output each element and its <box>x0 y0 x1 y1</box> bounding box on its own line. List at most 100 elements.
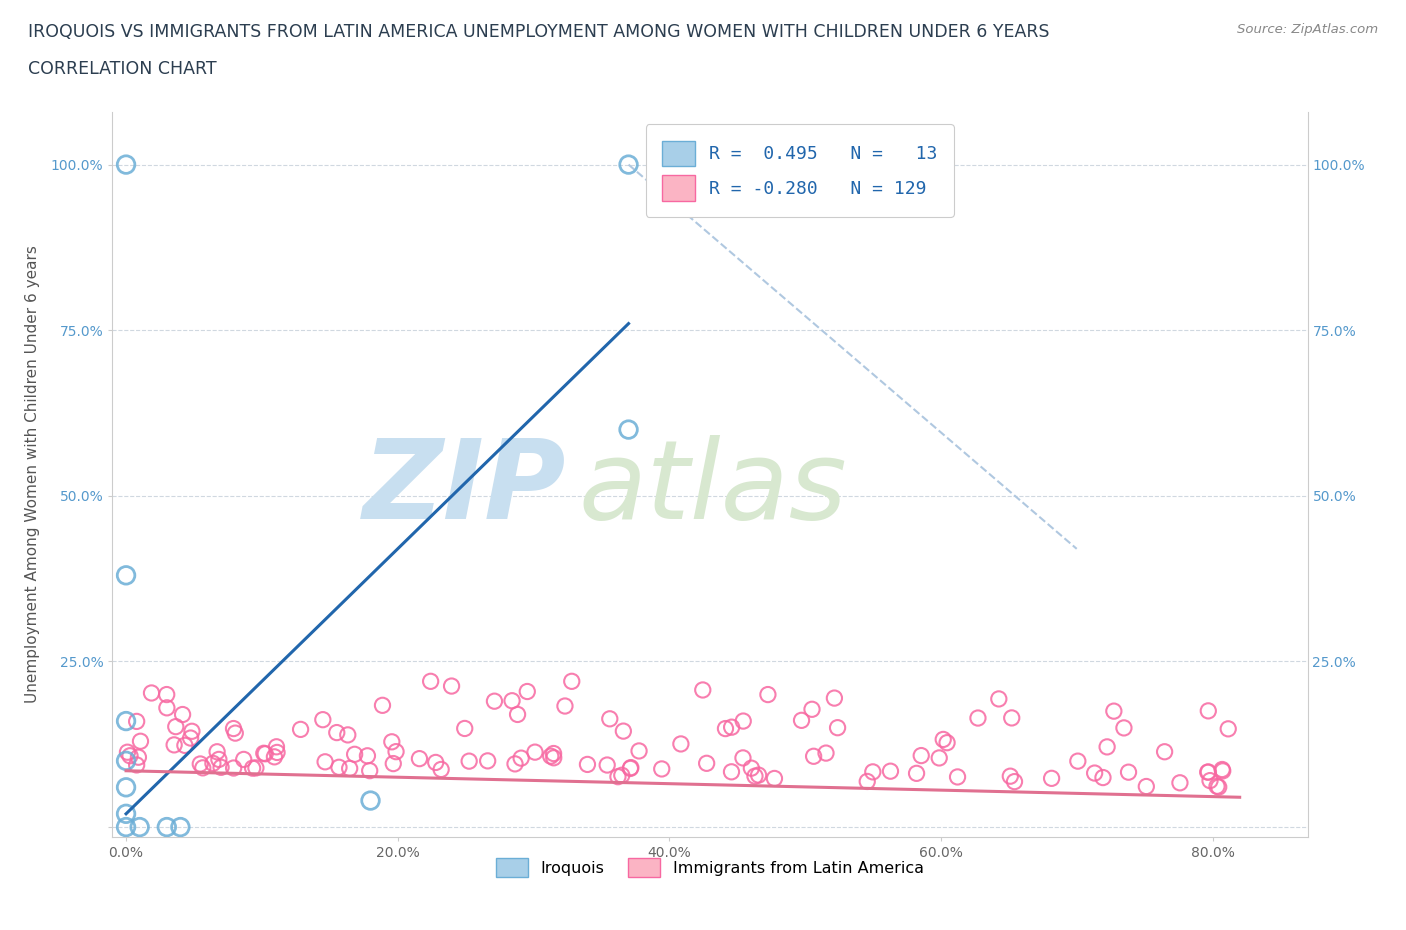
Point <box>617 422 640 437</box>
Point <box>731 751 754 765</box>
Point <box>430 762 453 777</box>
Point <box>454 721 477 736</box>
Point <box>1001 711 1024 725</box>
Point <box>115 780 138 795</box>
Point <box>554 698 576 713</box>
Point <box>312 712 335 727</box>
Point <box>543 751 565 765</box>
Point <box>1218 722 1240 737</box>
Point <box>156 700 179 715</box>
Point <box>501 693 523 708</box>
Point <box>118 749 141 764</box>
Point <box>540 749 562 764</box>
Point <box>823 691 845 706</box>
Point <box>477 753 499 768</box>
Point <box>720 720 742 735</box>
Point <box>360 793 382 808</box>
Point <box>163 737 186 752</box>
Point <box>503 756 526 771</box>
Point <box>172 707 194 722</box>
Point <box>181 724 204 738</box>
Point <box>790 713 813 728</box>
Point <box>827 720 849 735</box>
Point <box>506 707 529 722</box>
Point <box>419 674 441 689</box>
Point <box>1095 739 1118 754</box>
Point <box>610 768 633 783</box>
Point <box>862 764 884 779</box>
Point <box>129 734 152 749</box>
Point <box>596 758 619 773</box>
Point <box>803 749 825 764</box>
Point <box>1112 721 1135 736</box>
Point <box>425 755 447 770</box>
Point <box>232 752 254 767</box>
Point <box>117 745 139 760</box>
Point <box>266 745 288 760</box>
Point <box>141 685 163 700</box>
Point <box>359 764 381 778</box>
Point <box>576 757 599 772</box>
Point <box>910 748 932 763</box>
Point <box>720 764 742 779</box>
Text: IROQUOIS VS IMMIGRANTS FROM LATIN AMERICA UNEMPLOYMENT AMONG WOMEN WITH CHILDREN: IROQUOIS VS IMMIGRANTS FROM LATIN AMERIC… <box>28 23 1050 41</box>
Point <box>156 819 179 834</box>
Point <box>1197 764 1219 779</box>
Point <box>336 727 359 742</box>
Point <box>382 756 405 771</box>
Point <box>1004 774 1026 789</box>
Point <box>115 806 138 821</box>
Point <box>714 721 737 736</box>
Point <box>1067 753 1090 768</box>
Point <box>617 157 640 172</box>
Point <box>763 771 786 786</box>
Point <box>242 761 264 776</box>
Point <box>222 761 245 776</box>
Point <box>125 757 148 772</box>
Point <box>1084 765 1107 780</box>
Point <box>245 761 267 776</box>
Point <box>928 751 950 765</box>
Point <box>744 769 766 784</box>
Point <box>1208 779 1230 794</box>
Point <box>314 754 336 769</box>
Point <box>484 694 506 709</box>
Point <box>932 732 955 747</box>
Point <box>115 157 138 172</box>
Point <box>1212 764 1234 778</box>
Point <box>1199 773 1222 788</box>
Point <box>905 766 928 781</box>
Point <box>936 736 959 751</box>
Point <box>263 750 285 764</box>
Point <box>440 679 463 694</box>
Point <box>1102 704 1125 719</box>
Point <box>692 683 714 698</box>
Point <box>381 735 404 750</box>
Point <box>343 747 366 762</box>
Point <box>651 762 673 777</box>
Point <box>1197 703 1219 718</box>
Point <box>628 743 651 758</box>
Point <box>733 713 755 728</box>
Point <box>180 731 202 746</box>
Point <box>516 684 538 699</box>
Point <box>266 739 288 754</box>
Point <box>385 744 408 759</box>
Point <box>612 724 634 738</box>
Point <box>165 719 187 734</box>
Point <box>173 737 195 752</box>
Point <box>188 756 211 771</box>
Point <box>254 747 277 762</box>
Point <box>987 692 1010 707</box>
Point <box>967 711 990 725</box>
Point <box>1135 779 1157 794</box>
Point <box>620 760 643 775</box>
Point <box>1206 778 1229 793</box>
Point <box>169 819 191 834</box>
Y-axis label: Unemployment Among Women with Children Under 6 years: Unemployment Among Women with Children U… <box>25 246 39 703</box>
Point <box>561 674 583 689</box>
Point <box>115 713 138 728</box>
Point <box>209 760 232 775</box>
Point <box>1168 776 1191 790</box>
Point <box>599 711 621 726</box>
